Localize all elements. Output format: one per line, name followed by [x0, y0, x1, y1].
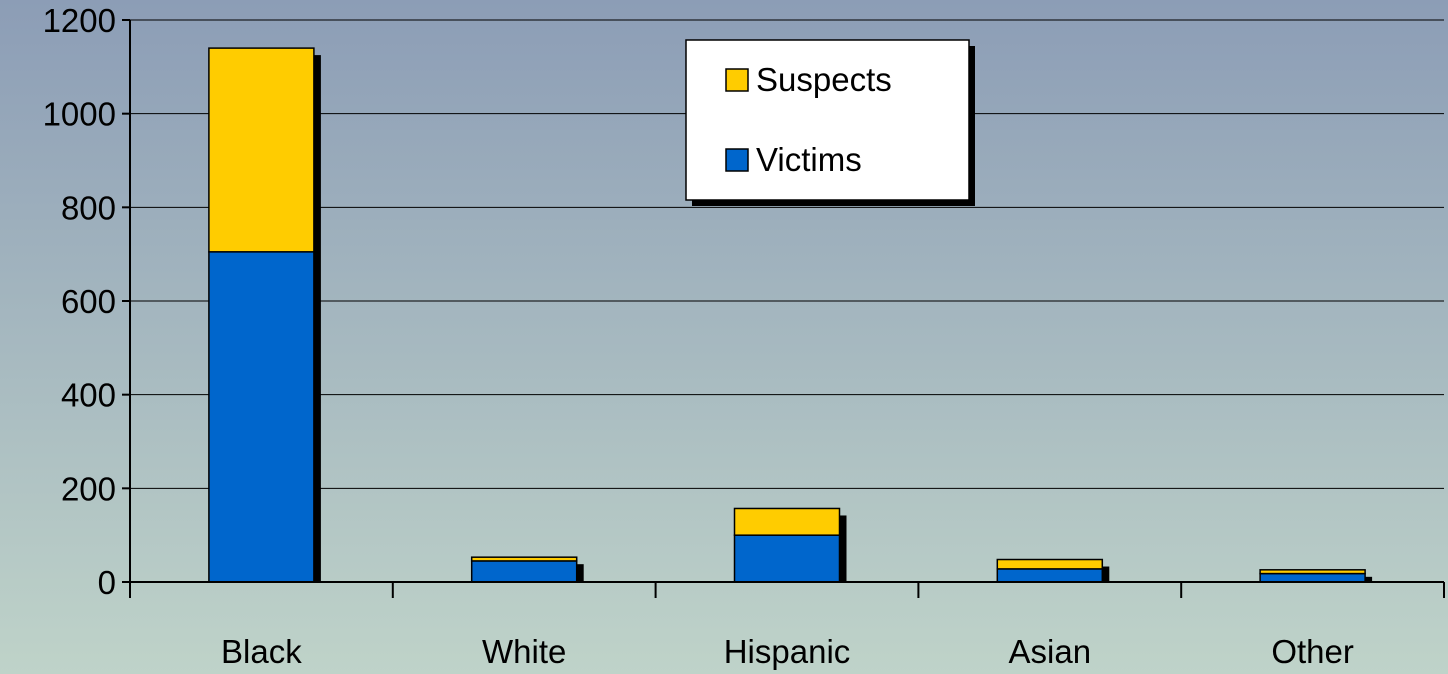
- y-tick-label: 1200: [43, 2, 116, 39]
- bar-suspects-white: [470, 556, 578, 562]
- bars: [208, 47, 1373, 583]
- y-tick-label: 0: [98, 564, 116, 601]
- y-tick-label: 400: [61, 377, 116, 414]
- bar-victims-black: [208, 251, 315, 583]
- legend-label-victims: Victims: [756, 141, 862, 178]
- y-tick-label: 800: [61, 189, 116, 226]
- legend-swatch-victims: [725, 148, 749, 172]
- bar-suspects-black: [208, 47, 315, 253]
- x-category-label: Black: [221, 633, 302, 670]
- x-category-label: Asian: [1009, 633, 1092, 670]
- legend: Suspects Victims: [685, 39, 975, 206]
- legend-swatch-suspects: [725, 68, 749, 92]
- y-tick-label: 600: [61, 283, 116, 320]
- bar-victims-hispanic: [733, 534, 841, 583]
- legend-label-suspects: Suspects: [756, 61, 892, 98]
- x-category-label: Hispanic: [724, 633, 851, 670]
- legend-box: [685, 39, 970, 201]
- bar-suspects-other: [1259, 569, 1366, 575]
- x-category-label: Other: [1271, 633, 1354, 670]
- axes: 0 200 400 600 800 1000 1200 Black White Hispanic A…: [43, 2, 1445, 670]
- x-category-label: White: [482, 633, 566, 670]
- bar-victims-other: [1259, 572, 1366, 583]
- gridlines: [130, 19, 1444, 489]
- bar-suspects-asian: [996, 558, 1104, 570]
- y-tick-label: 1000: [43, 96, 116, 133]
- bar-victims-asian: [996, 568, 1104, 583]
- bar-suspects-hispanic: [733, 507, 841, 536]
- y-tick-label: 200: [61, 470, 116, 507]
- bar-victims-white: [470, 560, 578, 583]
